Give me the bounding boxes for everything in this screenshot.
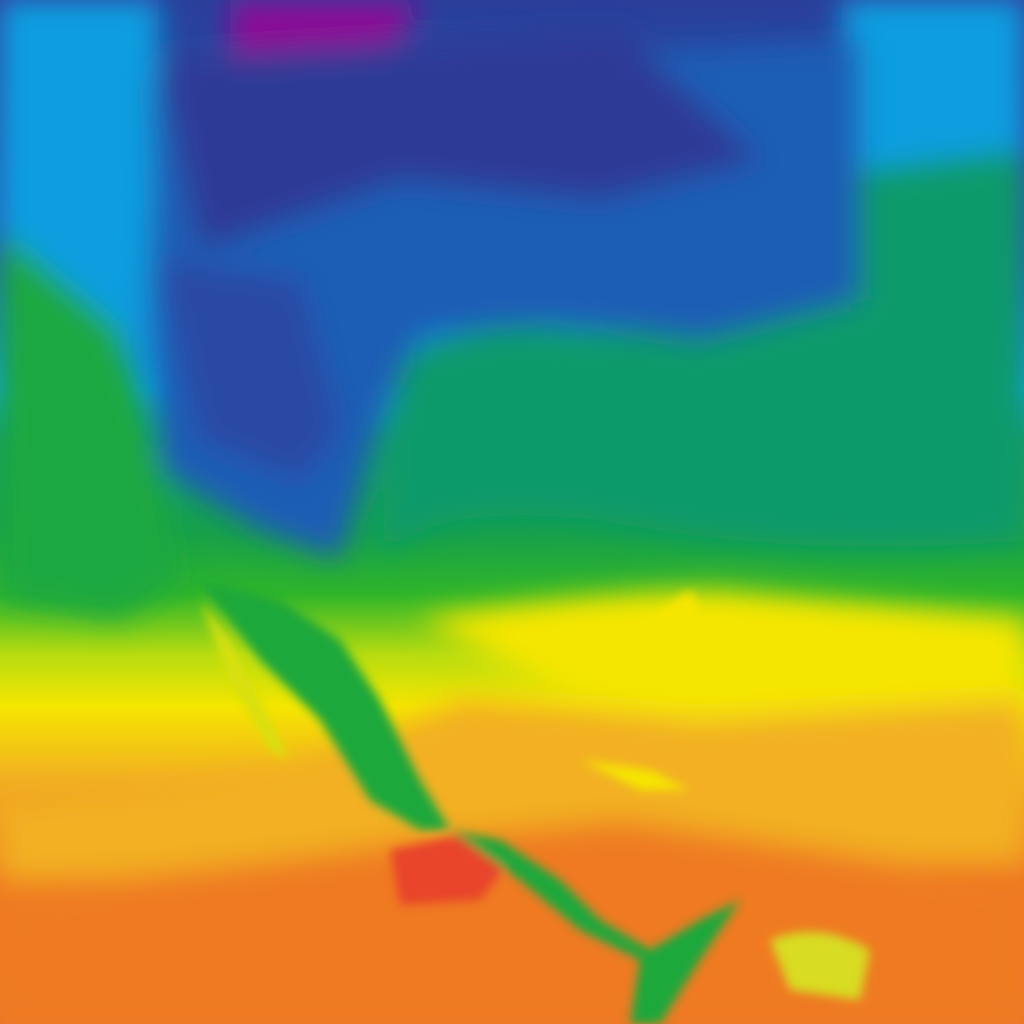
- southern-hottest-region: [0, 820, 1024, 1024]
- pacific-mild-region: [0, 230, 180, 620]
- caribbean-yellow-streak: [580, 760, 690, 790]
- mexico-highlands-green: [200, 580, 450, 830]
- central-america-green: [450, 830, 740, 1024]
- southern-warm-patch: [770, 932, 870, 1000]
- hot-band-region: [0, 700, 1024, 880]
- florida-yellow-streak: [615, 590, 700, 690]
- rockies-cold-region: [160, 260, 340, 480]
- baja-coast-yellow: [200, 600, 290, 760]
- atlantic-mild-region: [380, 146, 1024, 560]
- northeast-cool-region: [840, 0, 1024, 170]
- gulf-yellow-region: [420, 590, 1024, 720]
- arctic-very-cold-region: [160, 30, 760, 250]
- extreme-heat-spot: [390, 835, 510, 905]
